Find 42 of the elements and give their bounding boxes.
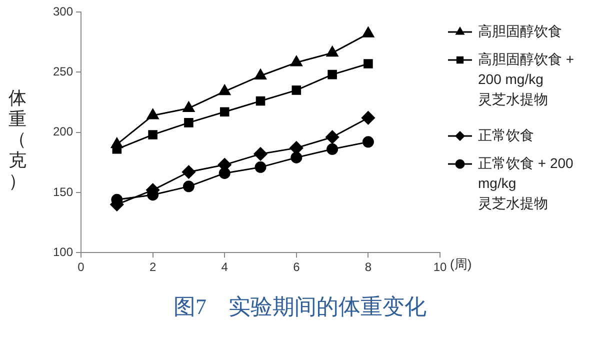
point	[182, 180, 194, 192]
point	[364, 59, 373, 68]
point	[290, 56, 302, 66]
point	[256, 96, 266, 106]
point	[182, 165, 196, 179]
x-tick-label: 0	[78, 260, 85, 274]
point	[362, 136, 374, 148]
legend-label: 高胆固醇饮食	[478, 22, 562, 39]
point	[292, 86, 302, 95]
legend-label: 正常饮食 + 200 mg/kg 灵芝水提物	[478, 154, 574, 211]
x-tick-label: 8	[364, 260, 372, 274]
point	[254, 161, 266, 173]
point	[328, 70, 337, 80]
point	[254, 147, 268, 161]
point	[182, 101, 195, 112]
x-tick-label: 6	[293, 260, 300, 274]
point	[148, 130, 158, 140]
x-tick-label: 10	[433, 260, 447, 274]
x-tick-label: 2	[149, 260, 156, 274]
point	[362, 26, 374, 38]
point	[146, 108, 159, 120]
point	[218, 84, 231, 96]
y-tick-label: 250	[52, 64, 74, 78]
y-tick-label: 200	[52, 124, 74, 139]
point	[326, 130, 340, 144]
point	[254, 69, 266, 80]
point	[184, 118, 194, 128]
point	[361, 111, 375, 125]
y-tick-label: 100	[52, 244, 74, 259]
x-axis-title: (周)	[450, 256, 472, 272]
y-axis-title: 体重（克）	[8, 88, 27, 192]
point	[326, 143, 338, 155]
legend-label: 高胆固醇饮食 + 200 mg/kg 灵芝水提物	[478, 50, 574, 107]
point	[290, 152, 302, 164]
point	[220, 107, 230, 116]
legend-label: 正常饮食	[478, 126, 534, 143]
y-tick-label: 150	[52, 184, 74, 199]
point	[326, 46, 338, 57]
point	[110, 138, 123, 148]
x-tick-label: 4	[221, 260, 228, 274]
y-tick-label: 300	[52, 4, 74, 18]
text: 图7 实验期间的体重变化	[172, 293, 428, 321]
